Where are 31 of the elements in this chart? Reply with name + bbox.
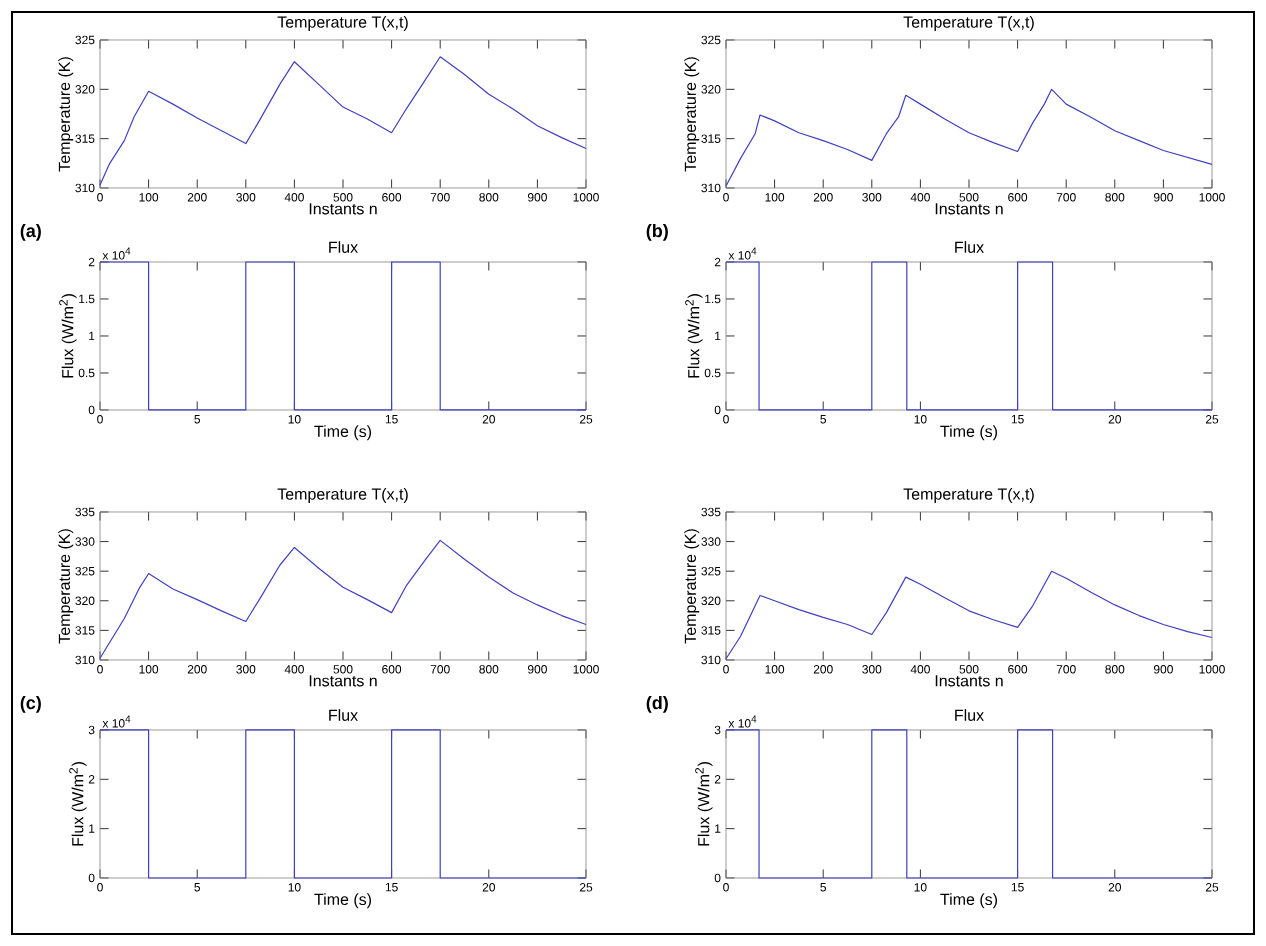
x-axis-title: Time (s) <box>940 893 998 909</box>
text: (d) <box>646 695 668 713</box>
chart-title: Temperature T(x,t) <box>277 15 408 31</box>
x-axis-title: Time (s) <box>314 425 372 441</box>
y-axis-title: Flux (W/m$^{2}$) <box>685 294 703 378</box>
line-series <box>725 570 1213 660</box>
text: (b) <box>646 223 668 241</box>
line-series <box>99 539 587 659</box>
chart-title: Flux <box>955 709 984 721</box>
chart-title: Flux <box>329 709 358 721</box>
y-axis-title: Temperature (K) <box>684 57 700 172</box>
x-axis-title: Instants n <box>935 675 1003 687</box>
chart-title: Temperature T(x,t) <box>903 15 1034 31</box>
line-series <box>99 56 587 186</box>
chart-title: Flux <box>329 241 358 253</box>
chart-title: Flux <box>955 241 984 253</box>
text: (c) <box>20 695 41 713</box>
y-axis-title: Temperature (K) <box>58 57 74 172</box>
y-axis-title: Temperature (K) <box>684 529 700 644</box>
x-axis-title: Instants n <box>309 675 377 687</box>
x-axis-title: Time (s) <box>314 893 372 909</box>
chart-title: Temperature T(x,t) <box>903 487 1034 503</box>
y-axis-title: Flux (W/m$^{2}$) <box>59 294 77 378</box>
chart-title: Temperature T(x,t) <box>277 487 408 503</box>
x-axis-title: Instants n <box>309 203 377 215</box>
y-axis-title: Flux (W/m$^{2}$) <box>69 762 87 846</box>
x-axis-title: Instants n <box>935 203 1003 215</box>
y-axis-title: Temperature (K) <box>58 529 74 644</box>
y-axis-title: Flux (W/m$^{2}$) <box>695 762 713 846</box>
x-axis-title: Time (s) <box>940 425 998 441</box>
text: (a) <box>20 223 41 241</box>
